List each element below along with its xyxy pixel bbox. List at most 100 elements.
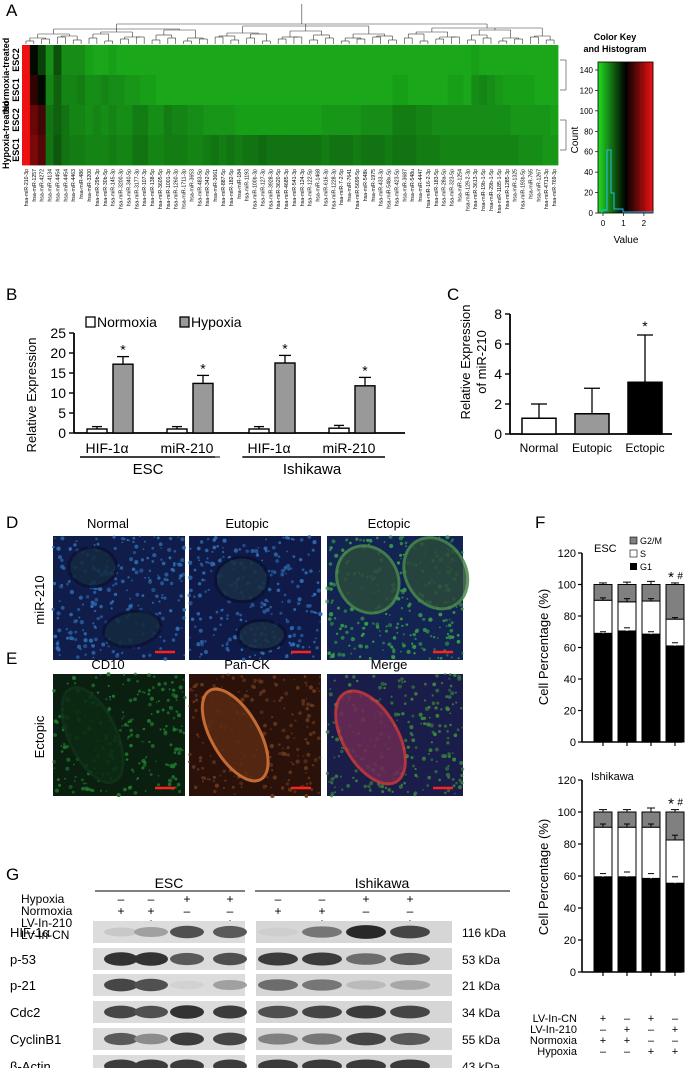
- f-ytick-label: 100: [558, 580, 576, 592]
- micrograph-speck: [293, 737, 296, 739]
- micrograph-speck: [288, 634, 292, 639]
- micrograph-speck: [360, 634, 364, 638]
- f-condition-sign: –: [624, 1046, 631, 1058]
- micrograph-speck: [73, 543, 77, 547]
- c-bar: [574, 413, 610, 435]
- micrograph-speck: [308, 781, 313, 785]
- heatmap-cell: [321, 135, 330, 166]
- micrograph-speck: [290, 732, 293, 735]
- micrograph-speck: [345, 630, 349, 635]
- micrograph-speck: [123, 722, 128, 727]
- heatmap-group-label: Normoxia-treated: [1, 38, 11, 113]
- micrograph-speck: [402, 553, 405, 556]
- micrograph-speck: [304, 571, 308, 575]
- micrograph-speck: [179, 574, 183, 578]
- micrograph-speck: [129, 743, 133, 748]
- micrograph-speck: [461, 551, 464, 554]
- color-key-frame: [597, 61, 654, 214]
- micrograph-speck: [162, 639, 166, 643]
- micrograph-speck: [382, 649, 384, 651]
- micrograph-speck: [82, 782, 85, 785]
- b-gene-label: miR-210: [323, 440, 376, 456]
- micrograph-speck: [172, 563, 176, 567]
- micrograph-speck: [122, 673, 126, 677]
- micrograph-speck: [301, 568, 305, 572]
- micrograph-speck: [445, 707, 450, 712]
- micrograph-speck: [435, 760, 438, 763]
- micrograph-speck: [211, 550, 214, 553]
- micrograph-speck: [295, 685, 300, 690]
- micrograph-speck: [117, 564, 120, 567]
- heatmap-cell: [376, 75, 385, 106]
- heatmap-row-label: ESC1: [11, 78, 21, 102]
- micrograph-speck: [296, 625, 302, 631]
- micrograph-speck: [140, 558, 144, 562]
- micrograph-speck: [390, 695, 393, 698]
- c-category-label: Normal: [520, 441, 559, 455]
- g-blot-esc: [93, 1001, 245, 1023]
- heatmap-cell: [518, 45, 527, 76]
- b-group-label: ESC: [133, 461, 164, 478]
- f-bar-g1: [665, 882, 685, 973]
- micrograph-gland: [200, 687, 270, 783]
- heatmap-cell: [69, 105, 78, 136]
- micrograph-speck: [163, 596, 167, 600]
- micrograph-speck: [290, 580, 294, 584]
- micrograph-speck: [304, 794, 309, 798]
- micrograph-speck: [138, 762, 141, 765]
- heatmap-cell: [61, 75, 70, 106]
- heatmap-cell: [195, 75, 204, 106]
- panel-e: E Ectopic CD10 Pan-CK Merge: [6, 649, 465, 799]
- micrograph-speck: [328, 612, 334, 617]
- panel-g: G ESC Ishikawa Hypoxia – –– –+ ++ +Normoxia + +…: [6, 865, 510, 1068]
- micrograph-speck: [297, 597, 302, 602]
- micrograph-speck: [378, 685, 382, 690]
- f-ytick-label: 40: [564, 674, 576, 686]
- heatmap-cell: [195, 135, 204, 166]
- micrograph-speck: [401, 681, 404, 684]
- heatmap-column-label: hsa-miR-30b-5p: [103, 169, 109, 206]
- micrograph-speck: [222, 769, 226, 773]
- micrograph-speck: [239, 613, 243, 617]
- micrograph-speck: [311, 548, 315, 552]
- micrograph-speck: [312, 655, 315, 658]
- heatmap-cell: [132, 75, 141, 106]
- heatmap-column-label: hsa-miR-29b-3p: [95, 169, 101, 206]
- micrograph-speck: [109, 698, 112, 701]
- micrograph-speck: [350, 626, 354, 631]
- micrograph-speck: [52, 581, 57, 586]
- micrograph-speck: [408, 609, 411, 612]
- micrograph-speck: [161, 593, 164, 597]
- heatmap-cell: [85, 75, 94, 106]
- micrograph-speck: [129, 557, 134, 562]
- g-blot-esc: [93, 948, 245, 970]
- micrograph-speck: [83, 786, 89, 791]
- heatmap-cell: [234, 45, 244, 76]
- heatmap-cell: [116, 75, 125, 106]
- micrograph-speck: [60, 558, 64, 562]
- micrograph-speck: [192, 700, 196, 704]
- micrograph-speck: [308, 685, 314, 690]
- heatmap-cell: [408, 45, 417, 76]
- micrograph-speck: [120, 579, 125, 584]
- micrograph-speck: [212, 545, 217, 550]
- micrograph-speck: [94, 637, 98, 642]
- heatmap-column-label: hsa-miR-1193: [245, 169, 251, 201]
- micrograph-speck: [79, 620, 84, 625]
- micrograph-speck: [221, 550, 225, 554]
- heatmap-column-labels: hsa-miR-210-3p hsa-miR-1257 hsa-miR-4272 hs…: [24, 169, 558, 214]
- micrograph-speck: [83, 632, 87, 636]
- heatmap-cell: [211, 105, 220, 136]
- micrograph-speck: [268, 569, 271, 572]
- b-ytick-label: 20: [50, 345, 66, 361]
- micrograph-speck: [99, 673, 102, 676]
- heatmap-cell: [297, 75, 307, 106]
- b-bar-normoxia: [248, 428, 270, 434]
- heatmap-column-label: hsa-miR-5699-5p: [355, 169, 361, 209]
- heatmap-cell: [187, 45, 196, 76]
- g-condition-sign: +: [147, 904, 154, 918]
- g-band: [346, 980, 386, 990]
- micrograph-speck: [212, 538, 217, 542]
- micrograph-speck: [357, 621, 360, 625]
- micrograph-speck: [93, 590, 97, 594]
